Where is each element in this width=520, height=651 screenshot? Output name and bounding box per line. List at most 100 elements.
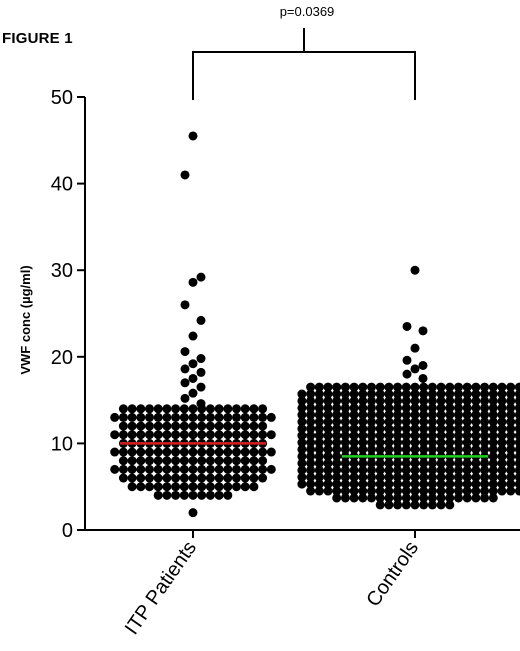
data-point [454, 389, 463, 399]
data-point [506, 403, 516, 413]
data-point [384, 403, 394, 413]
data-point [205, 482, 215, 492]
data-point [232, 447, 241, 457]
data-point [349, 424, 359, 434]
data-point [375, 479, 385, 489]
data-point [223, 482, 233, 492]
data-point [171, 456, 181, 466]
data-point [367, 472, 376, 482]
data-point [436, 472, 446, 482]
data-point [179, 421, 189, 431]
data-point [358, 486, 368, 496]
data-point [488, 479, 498, 489]
data-point [454, 465, 463, 475]
data-point [179, 447, 189, 457]
data-point [196, 272, 206, 282]
data-point [367, 410, 376, 420]
data-point [375, 382, 385, 392]
data-point [297, 444, 307, 454]
data-point [205, 412, 215, 422]
data-point [393, 438, 403, 448]
data-point [375, 410, 385, 420]
data-point [306, 410, 316, 420]
data-point [419, 493, 429, 503]
data-point [375, 465, 385, 475]
data-point [179, 404, 189, 414]
data-point [427, 500, 437, 510]
data-point [367, 431, 376, 441]
data-point [306, 458, 316, 468]
data-point [471, 458, 481, 468]
data-point [340, 479, 350, 489]
bracket-line [192, 51, 416, 100]
data-point [162, 430, 172, 440]
data-point [323, 444, 333, 454]
data-point [205, 490, 215, 500]
data-point [332, 403, 342, 413]
data-point [188, 421, 198, 431]
data-point [480, 438, 490, 448]
data-point [358, 424, 368, 434]
data-point [188, 131, 198, 141]
data-point [349, 458, 359, 468]
data-point [410, 431, 420, 441]
data-point [514, 396, 520, 406]
data-point [249, 473, 259, 483]
data-point [314, 472, 324, 482]
data-point [375, 438, 385, 448]
data-point [462, 458, 472, 468]
data-point [145, 447, 154, 457]
data-point [332, 451, 342, 461]
data-point [145, 421, 154, 431]
data-point [427, 479, 437, 489]
data-point [358, 438, 368, 448]
data-point [145, 412, 154, 422]
data-point [223, 421, 233, 431]
data-point [480, 382, 490, 392]
data-point [436, 438, 446, 448]
data-point [180, 378, 190, 388]
data-point [418, 373, 428, 383]
data-point [480, 472, 490, 482]
data-point [232, 421, 241, 431]
y-tick-label: 20 [51, 347, 73, 369]
data-point [249, 430, 259, 440]
data-point [127, 482, 137, 492]
data-point [188, 447, 198, 457]
data-point [514, 444, 520, 454]
data-point [153, 447, 163, 457]
data-point [332, 472, 342, 482]
data-point [323, 382, 333, 392]
data-point [401, 389, 411, 399]
data-point [188, 412, 198, 422]
data-point [418, 326, 428, 336]
data-point [332, 465, 342, 475]
data-point [393, 500, 403, 510]
data-point [179, 412, 189, 422]
data-point [497, 472, 507, 482]
data-point [232, 473, 241, 483]
data-point [188, 430, 198, 440]
data-point [358, 479, 368, 489]
x-category-label: ITP Patients [121, 537, 201, 639]
data-point [445, 458, 455, 468]
data-point [427, 403, 437, 413]
data-point [401, 465, 411, 475]
data-point [480, 486, 490, 496]
data-point [223, 430, 233, 440]
data-point [514, 403, 520, 413]
data-point [419, 438, 429, 448]
data-point [375, 444, 385, 454]
data-point [358, 417, 368, 427]
data-point [480, 389, 490, 399]
data-point [332, 438, 342, 448]
data-point [249, 456, 259, 466]
data-point [136, 421, 146, 431]
data-point [314, 479, 324, 489]
data-point [153, 490, 163, 500]
data-point [419, 424, 429, 434]
data-point [314, 438, 324, 448]
data-point [162, 482, 172, 492]
data-point [436, 417, 446, 427]
data-point [205, 473, 215, 483]
